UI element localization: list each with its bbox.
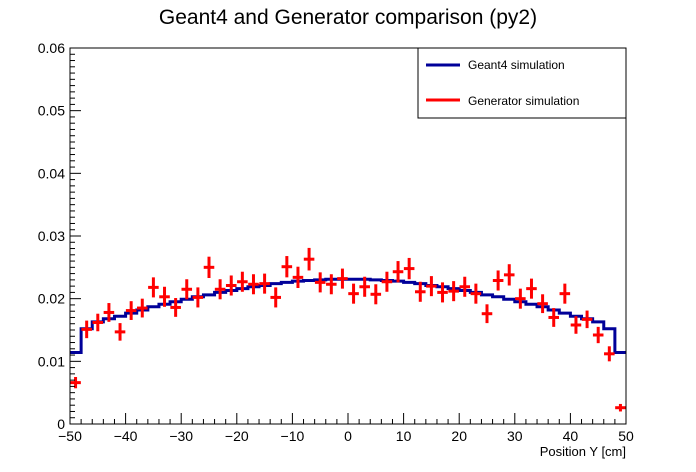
generator-point [403, 257, 415, 280]
generator-point [192, 287, 204, 308]
legend-label-generator: Generator simulation [468, 94, 579, 108]
generator-point [92, 313, 104, 332]
x-axis-label: Position Y [cm] [540, 444, 626, 459]
y-tick-label: 0.05 [38, 103, 65, 119]
generator-point [548, 308, 560, 327]
generator-point [370, 284, 382, 305]
x-tick-label: −30 [169, 428, 193, 444]
generator-point [492, 270, 504, 291]
generator-point [481, 304, 493, 324]
generator-point [292, 266, 304, 289]
generator-point [381, 271, 393, 292]
x-tick-label: −10 [281, 428, 305, 444]
generator-point [70, 377, 81, 389]
generator-point [114, 323, 126, 341]
generator-point [281, 256, 293, 278]
generator-point [470, 283, 482, 304]
generator-point [170, 298, 181, 317]
legend-box [417, 47, 627, 119]
generator-point [337, 268, 348, 289]
generator-point [270, 287, 282, 308]
x-tick-label: 50 [618, 428, 634, 444]
generator-point [125, 301, 137, 320]
generator-point [303, 247, 315, 271]
y-tick-label: 0.03 [38, 228, 65, 244]
x-tick-label: −20 [225, 428, 249, 444]
y-tick-label: 0.02 [38, 291, 65, 307]
generator-point [248, 274, 259, 295]
generator-point [437, 282, 448, 303]
generator-point [537, 294, 548, 314]
generator-point [326, 274, 337, 295]
generator-point [448, 281, 459, 302]
generator-point [392, 261, 404, 283]
generator-point [225, 275, 237, 296]
x-tick-label: −40 [114, 428, 138, 444]
generator-point [181, 279, 193, 300]
generator-point [414, 281, 426, 302]
x-tick-label: 0 [344, 428, 352, 444]
generator-point [148, 277, 159, 298]
generator-point [503, 264, 515, 286]
x-axis: −50 −40 −30 −20 −10 0 10 20 30 40 50 [58, 413, 634, 444]
generator-point [159, 286, 170, 307]
x-tick-label: 10 [396, 428, 412, 444]
generator-point [426, 276, 437, 297]
geant4-step-line [70, 277, 626, 355]
generator-point [526, 278, 537, 299]
generator-point [103, 303, 115, 322]
generator-point [570, 316, 582, 334]
generator-point [559, 283, 571, 304]
generator-point [515, 288, 526, 309]
generator-point [348, 283, 359, 304]
generator-point [203, 256, 215, 278]
generator-point [214, 279, 226, 300]
y-axis: 0 0.01 0.02 0.03 0.04 0.05 0.06 [38, 40, 81, 432]
generator-point [581, 310, 593, 329]
generator-point [259, 273, 270, 294]
chart-title: Geant4 and Generator comparison (py2) [159, 6, 537, 29]
x-tick-label: 30 [507, 428, 523, 444]
generator-point [604, 346, 615, 362]
plot-area [70, 247, 626, 412]
y-tick-label: 0.01 [38, 353, 65, 369]
x-tick-label: 20 [451, 428, 467, 444]
generator-point [314, 272, 326, 293]
generator-point [81, 320, 92, 339]
y-tick-label: 0 [57, 416, 65, 432]
generator-point [459, 276, 471, 297]
generator-point [615, 403, 626, 412]
y-tick-label: 0.06 [38, 40, 65, 56]
x-tick-label: −50 [58, 428, 82, 444]
generator-point [592, 326, 604, 344]
generator-point [136, 298, 148, 318]
y-tick-label: 0.04 [38, 165, 65, 181]
generator-point [359, 276, 370, 297]
legend: Geant4 simulation Generator simulation [417, 47, 627, 119]
x-tick-label: 40 [563, 428, 579, 444]
legend-label-geant4: Geant4 simulation [468, 58, 565, 72]
generator-point [237, 271, 248, 292]
